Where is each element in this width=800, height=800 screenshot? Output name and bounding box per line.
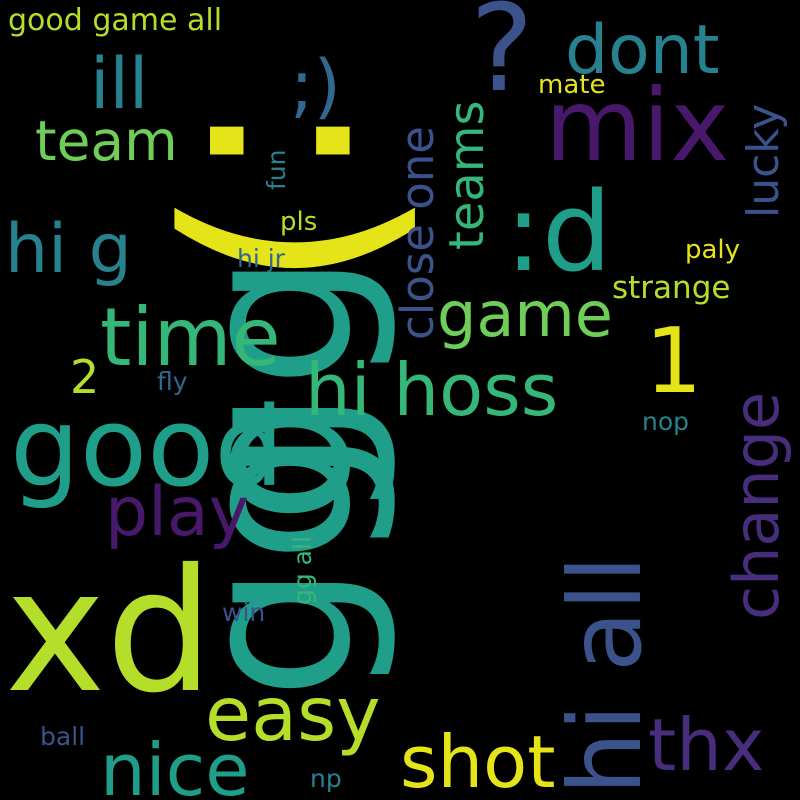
word-shot: shot bbox=[400, 720, 555, 800]
word-nop: nop bbox=[642, 407, 689, 436]
word-time: time bbox=[100, 291, 281, 384]
word-good: good bbox=[10, 383, 284, 511]
word-change: change bbox=[720, 392, 793, 620]
word-ball: ball bbox=[40, 722, 85, 751]
word-close-one: close one bbox=[391, 126, 444, 340]
word-mate: mate bbox=[538, 70, 605, 100]
word-one: 1 bbox=[645, 309, 702, 414]
word-ill: ill bbox=[90, 43, 148, 125]
word-two: 2 bbox=[70, 350, 99, 404]
word-play: play bbox=[105, 473, 249, 552]
word-fly: fly bbox=[157, 367, 188, 396]
word-hi-jr: hi jr bbox=[237, 244, 286, 273]
word-hi-hoss: hi hoss bbox=[305, 348, 558, 432]
word-good-game-all: good game all bbox=[8, 3, 222, 38]
word-team: team bbox=[35, 109, 178, 173]
word-strange: strange bbox=[612, 270, 730, 306]
word-xd: xd bbox=[5, 533, 214, 731]
word-winky: ;) bbox=[290, 45, 341, 127]
word-dont: dont bbox=[565, 11, 720, 90]
word-gg-all: gg all bbox=[288, 536, 317, 605]
word-lucky: lucky bbox=[738, 104, 789, 218]
word-smiley: :) bbox=[146, 95, 461, 291]
word-nice: nice bbox=[100, 728, 250, 800]
word-win: win bbox=[222, 598, 265, 627]
word-easy: easy bbox=[205, 670, 381, 758]
word-pls: pls bbox=[280, 207, 317, 237]
word-gg-2: gg bbox=[150, 427, 401, 700]
word-question: ? bbox=[470, 0, 534, 119]
word-thx: thx bbox=[648, 703, 764, 787]
word-colon-d: :d bbox=[505, 168, 612, 296]
word-np: np bbox=[310, 764, 342, 793]
word-gg-1: gg bbox=[150, 252, 401, 525]
word-teams: teams bbox=[439, 100, 495, 250]
word-hi-all: hi all bbox=[547, 555, 664, 795]
word-hi-g: hi g bbox=[5, 210, 132, 289]
word-fun: fun bbox=[262, 150, 291, 191]
word-paly: paly bbox=[685, 235, 740, 265]
word-game: game bbox=[437, 278, 613, 351]
word-mix: mix bbox=[545, 67, 729, 184]
